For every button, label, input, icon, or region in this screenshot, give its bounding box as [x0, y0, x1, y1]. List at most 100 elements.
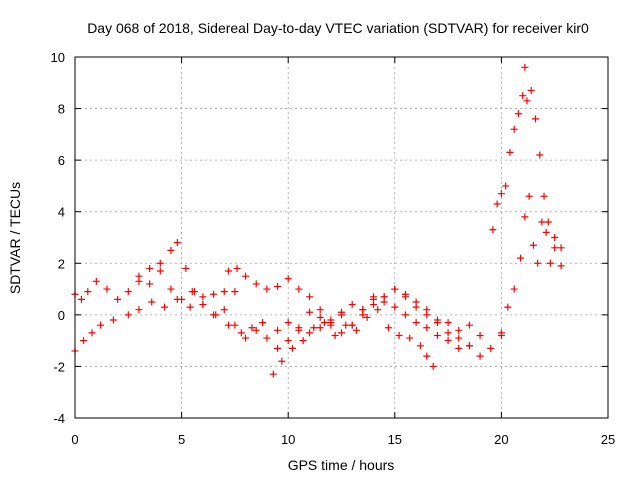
data-point [274, 282, 282, 290]
data-point [92, 277, 100, 285]
data-point [444, 319, 452, 327]
y-tick-label: 4 [58, 205, 65, 220]
data-point [502, 182, 510, 190]
data-point [352, 326, 360, 334]
data-point [497, 190, 505, 198]
data-point [521, 213, 529, 221]
axis-ticks: 0 5 10 15 20 25 -4 -2 0 2 4 6 8 10 [51, 50, 616, 447]
grid [75, 57, 608, 418]
x-tick-label: 10 [281, 432, 295, 447]
data-point [391, 303, 399, 311]
data-point [395, 331, 403, 339]
data-point [465, 321, 473, 329]
x-tick-label: 20 [494, 432, 508, 447]
data-point [544, 218, 552, 226]
data-point [534, 259, 542, 267]
data-point [476, 352, 484, 360]
data-point [384, 324, 392, 332]
data-point [506, 148, 514, 156]
data-point [517, 254, 525, 262]
data-point [288, 344, 296, 352]
data-point [88, 329, 96, 337]
data-point [103, 285, 111, 293]
data-point [433, 319, 441, 327]
y-tick-label: -4 [53, 411, 65, 426]
data-point [306, 329, 314, 337]
data-point [540, 192, 548, 200]
data-point [274, 326, 282, 334]
data-point [316, 324, 324, 332]
data-point [316, 306, 324, 314]
data-point [173, 295, 181, 303]
data-point [237, 329, 245, 337]
data-point [146, 280, 154, 288]
data-point [199, 301, 207, 309]
data-point [306, 308, 314, 316]
y-tick-label: 10 [51, 50, 65, 65]
data-point [225, 267, 233, 275]
data-point [416, 342, 424, 350]
data-point [493, 200, 501, 208]
data-point [557, 262, 565, 270]
series-4 [225, 264, 473, 350]
data-point [295, 324, 303, 332]
data-point [510, 285, 518, 293]
data-point [242, 272, 250, 280]
plot-frame [74, 56, 609, 419]
data-point [84, 288, 92, 296]
y-tick-label: 0 [58, 308, 65, 323]
series-1 [71, 264, 239, 303]
data-point [225, 321, 233, 329]
x-tick-label: 0 [71, 432, 78, 447]
data-point [284, 275, 292, 283]
data-point [156, 267, 164, 275]
data-point [433, 331, 441, 339]
data-point [199, 293, 207, 301]
data-point [532, 115, 540, 123]
x-axis-label: GPS time / hours [288, 457, 395, 473]
data-point [359, 311, 367, 319]
data-point [306, 293, 314, 301]
x-tick-label: 25 [601, 432, 615, 447]
data-point [124, 311, 132, 319]
data-point [546, 259, 554, 267]
data-point [538, 218, 546, 226]
data-point [551, 234, 559, 241]
data-point [190, 288, 198, 296]
data-point [497, 331, 505, 339]
chart-title: Day 068 of 2018, Sidereal Day-to-day VTE… [87, 20, 589, 36]
data-point [186, 303, 194, 311]
data-point [167, 285, 175, 293]
data-point [97, 321, 105, 329]
data-point [252, 280, 260, 288]
data-point [124, 288, 132, 296]
data-point [252, 326, 260, 334]
data-point [557, 244, 565, 252]
data-point [173, 239, 181, 247]
series-5 [269, 306, 437, 378]
data-point [363, 313, 371, 321]
data-point [342, 321, 350, 329]
data-point [542, 228, 550, 236]
data-point [295, 285, 303, 293]
data-point [210, 311, 218, 319]
data-point [521, 63, 529, 71]
data-point [109, 316, 117, 324]
data-marks [71, 63, 565, 378]
data-point [77, 295, 85, 303]
data-point [489, 226, 497, 234]
data-point [156, 259, 164, 267]
data-point [476, 331, 484, 339]
data-point [444, 337, 452, 345]
y-tick-label: -2 [53, 359, 65, 374]
data-point [331, 331, 339, 339]
data-point [391, 285, 399, 293]
x-tick-label: 5 [178, 432, 185, 447]
data-point [233, 264, 241, 272]
data-point [380, 293, 388, 301]
y-tick-label: 2 [58, 256, 65, 271]
data-point [374, 306, 382, 314]
data-point [527, 87, 535, 95]
data-point [135, 272, 143, 280]
data-point [510, 125, 518, 133]
